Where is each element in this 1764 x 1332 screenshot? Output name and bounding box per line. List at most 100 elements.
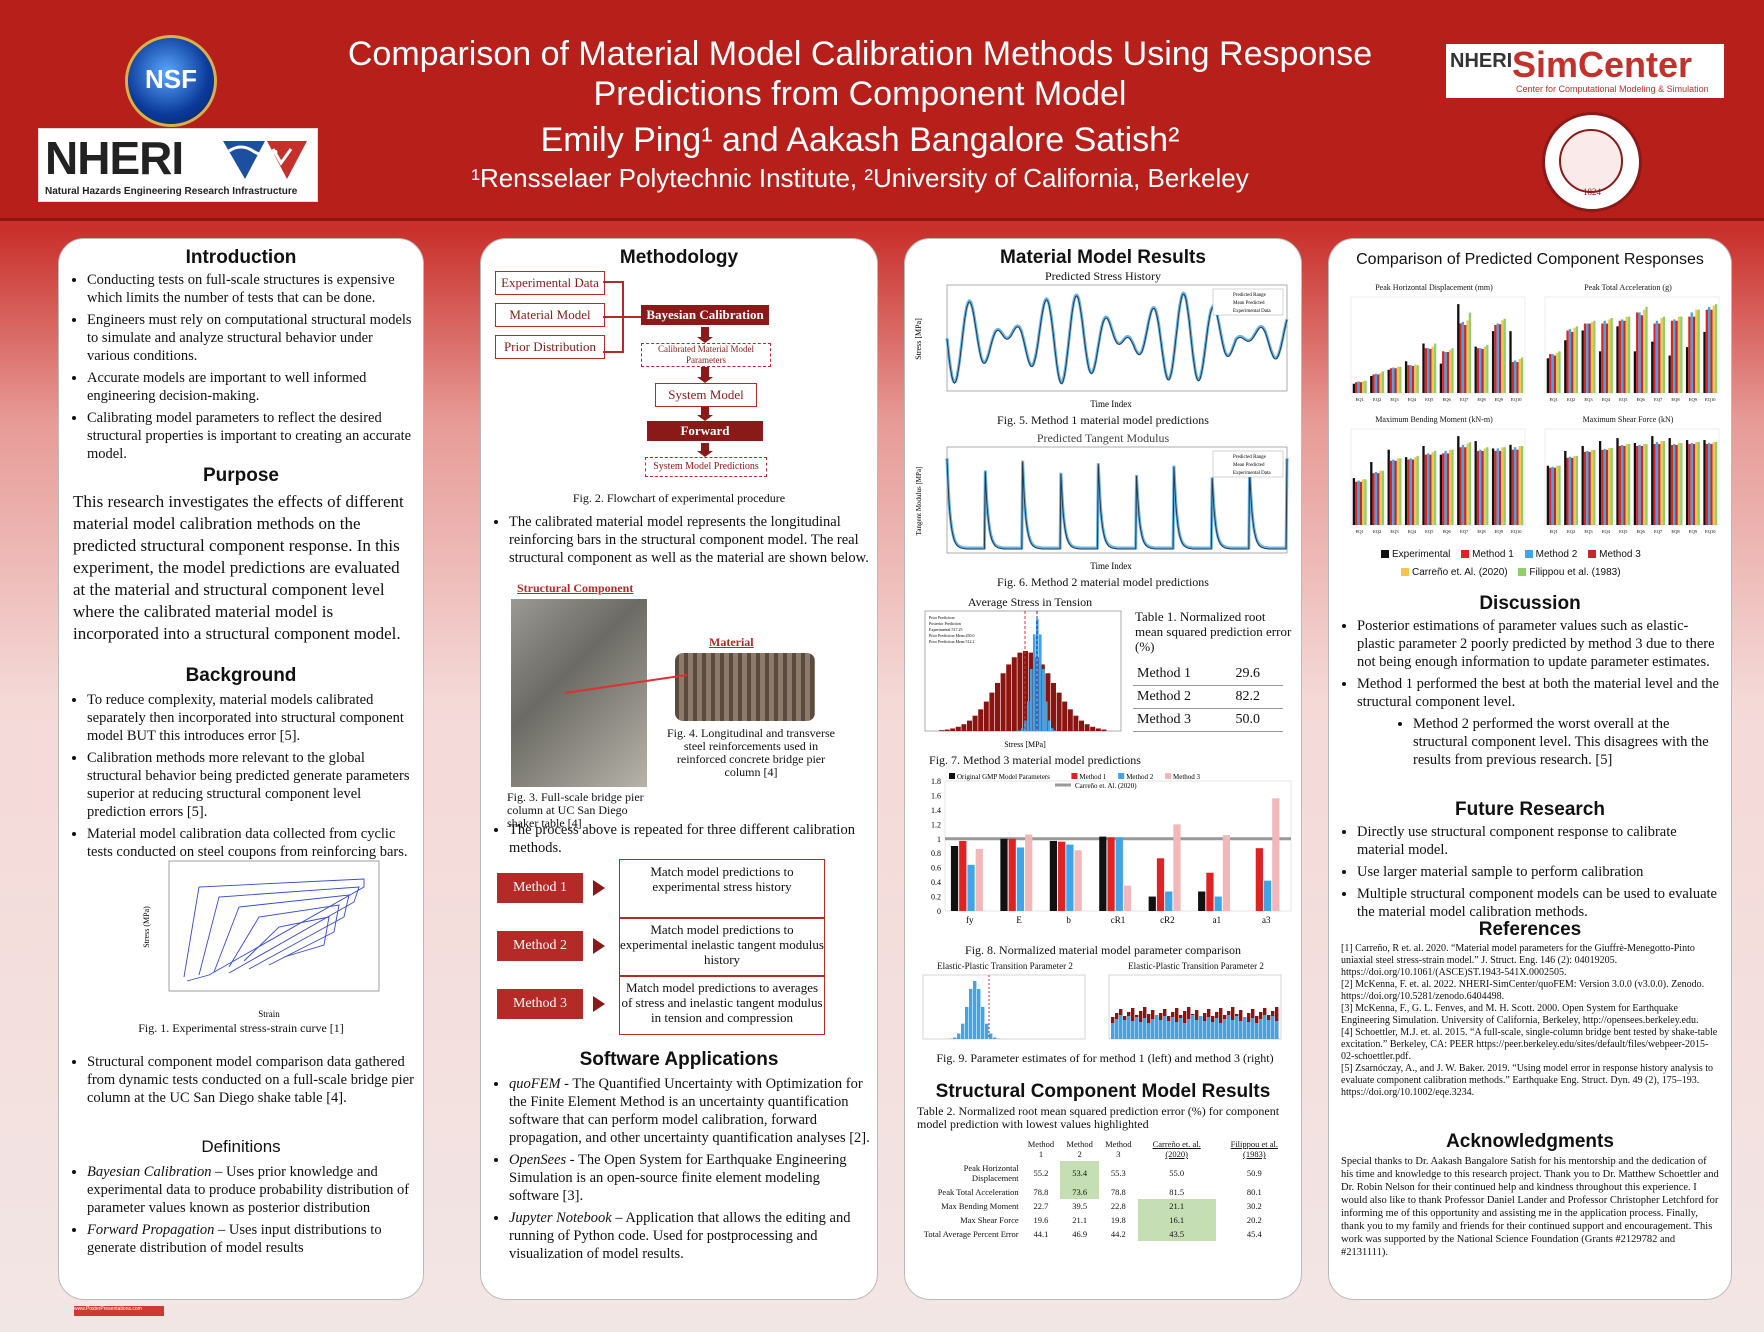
comparison-bar <box>1364 380 1367 393</box>
comparison-bar <box>1404 361 1408 393</box>
comparison-bar <box>1695 442 1698 525</box>
comparison-bar <box>1396 458 1400 525</box>
comparison-bar <box>1660 441 1663 525</box>
comparison-bar <box>1352 383 1356 393</box>
comparison-bar <box>1618 445 1621 525</box>
panel-results: Material Model Results Predicted Stress … <box>904 238 1302 1300</box>
comparison-bar <box>1416 455 1419 525</box>
comparison-bar <box>1362 381 1365 393</box>
comparison-bar <box>1703 331 1706 393</box>
comparison-bar <box>1692 444 1696 525</box>
fig9b-posterior-bar <box>1195 1020 1199 1039</box>
comparison-bar <box>1551 466 1554 525</box>
comparison-bar <box>1638 445 1641 525</box>
comparison-bar <box>1392 459 1395 525</box>
svg-text:Predicted Range: Predicted Range <box>1233 293 1267 298</box>
comparison-x-tick: EQ8 <box>1477 529 1486 534</box>
comparison-bar <box>1464 324 1467 393</box>
fig9b-posterior-bar <box>1203 1021 1207 1039</box>
comparison-bar <box>1705 444 1708 525</box>
comparison-bar <box>1374 373 1378 393</box>
fig8-bar <box>1156 858 1165 911</box>
poster-title: Comparison of Material Model Calibration… <box>347 35 1373 113</box>
svg-text:Experimental Data: Experimental Data <box>1233 471 1271 476</box>
comparison-bar <box>1558 465 1561 525</box>
table-row: Method 2 82.2 <box>1133 685 1283 709</box>
flow-system-model: System Model <box>655 383 757 407</box>
comparison-bar <box>1411 365 1415 393</box>
comparison-x-tick: EQ3 <box>1584 529 1593 534</box>
fig9b-posterior-bar <box>1139 1022 1143 1039</box>
references-list: [1] Carreño, R et. al. 2020. “Material m… <box>1341 943 1718 1098</box>
comparison-bar <box>1396 366 1400 393</box>
fig9b-posterior-bar <box>1135 1017 1139 1039</box>
method-bullet-2: The process above is repeated for three … <box>487 821 871 861</box>
comparison-bar <box>1461 321 1465 393</box>
comparison-bar <box>1603 320 1606 393</box>
comparison-bar <box>1707 306 1711 393</box>
fig7-posterior-bar <box>1036 619 1039 731</box>
fig7-prior-bar <box>1101 729 1107 731</box>
comparison-x-tick: EQ10 <box>1705 529 1716 534</box>
fig9b-posterior-bar <box>1263 1015 1267 1039</box>
comparison-bar <box>1459 447 1462 525</box>
comparison-x-tick: EQ9 <box>1689 529 1698 534</box>
comparison-bar <box>1620 445 1624 525</box>
comparison-bar <box>1616 438 1619 525</box>
sub-title-acceleration: Peak Total Acceleration (g) <box>1584 283 1672 292</box>
comparison-bar <box>1608 319 1611 393</box>
comparison-bar <box>1608 447 1611 525</box>
panel-intro: Introduction Conducting tests on full-sc… <box>58 238 424 1300</box>
comparison-bar <box>1451 449 1454 525</box>
comparison-bar <box>1433 450 1437 525</box>
fig7-title: Average Stress in Tension <box>967 595 1093 609</box>
comparison-x-tick: EQ3 <box>1390 397 1399 402</box>
table-row: Method 3 50.0 <box>1133 708 1283 732</box>
comparison-x-tick: EQ3 <box>1584 397 1593 402</box>
comparison-bar <box>1399 458 1402 525</box>
comparison-bar <box>1433 343 1437 393</box>
comparison-bar <box>1566 457 1569 525</box>
comparison-bar <box>1551 354 1554 393</box>
sub-title-shear: Maximum Shear Force (kN) <box>1582 415 1674 424</box>
comparison-bar <box>1513 360 1517 393</box>
svg-text:Time Index: Time Index <box>1090 399 1132 409</box>
acknowledgments-text: Special thanks to Dr. Aakash Bangalore S… <box>1341 1156 1719 1258</box>
comparison-x-tick: EQ5 <box>1619 397 1628 402</box>
comparison-x-tick: EQ8 <box>1671 529 1680 534</box>
fig9b-posterior-bar <box>1243 1017 1247 1039</box>
comparison-x-tick: EQ5 <box>1425 529 1434 534</box>
comparison-bar <box>1655 442 1659 525</box>
comparison-bar <box>1636 312 1639 393</box>
comparison-bar <box>1424 348 1427 393</box>
comparison-bar <box>1370 375 1373 393</box>
fig5-title: Predicted Stress History <box>1045 269 1161 283</box>
fig9b-posterior-bar <box>1143 1018 1147 1039</box>
comparison-bar <box>1573 455 1576 525</box>
fig8-y-tick: 0.8 <box>931 849 941 858</box>
affiliations: ¹Rensselaer Polytechnic Institute, ²Univ… <box>471 163 1249 193</box>
comparison-bar <box>1429 454 1432 525</box>
fig7-posterior-bar <box>1048 720 1051 731</box>
table-row: Peak Total Acceleration 78.8 73.6 78.8 81.5 8… <box>937 1185 1262 1199</box>
fig7-prior-bar <box>1045 673 1051 731</box>
comparison-bar <box>1518 445 1521 525</box>
fig8-bar <box>1173 824 1181 911</box>
fig7-posterior-bar <box>1033 634 1036 731</box>
comparison-bar <box>1673 444 1676 525</box>
comparison-x-tick: EQ7 <box>1654 397 1663 402</box>
comparison-bar <box>1623 320 1626 393</box>
fig9a-bar <box>965 1006 969 1039</box>
comparison-bar <box>1643 309 1646 393</box>
comparison-x-tick: EQ7 <box>1460 397 1469 402</box>
svg-text:Tangent Modulus [MPa]: Tangent Modulus [MPa] <box>915 467 923 536</box>
fig7-prior-bar <box>1062 701 1068 731</box>
fig9b-posterior-bar <box>1175 1022 1179 1039</box>
comparison-bar <box>1685 347 1689 393</box>
comparison-x-tick: EQ5 <box>1425 397 1434 402</box>
fig7-posterior-bar <box>1024 720 1027 731</box>
fig9b-posterior-bar <box>1167 1021 1171 1039</box>
svg-text:Mean Predicted: Mean Predicted <box>1233 463 1265 468</box>
comparison-x-tick: EQ9 <box>1495 529 1504 534</box>
comparison-bar <box>1498 450 1502 525</box>
